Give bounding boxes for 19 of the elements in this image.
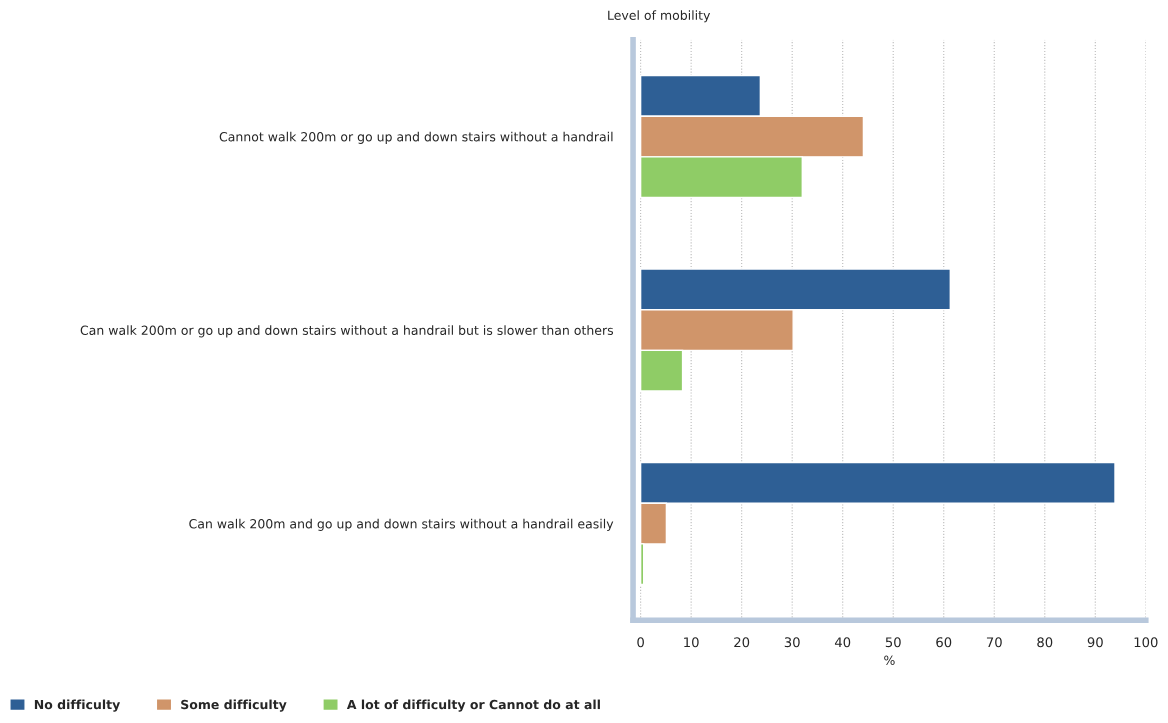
legend-label: Some difficulty xyxy=(181,699,287,712)
x-tick-label: 20 xyxy=(734,637,750,648)
x-tick-label: 80 xyxy=(1037,637,1053,648)
x-tick-label: 10 xyxy=(684,637,699,648)
y-tick-label: Can walk 200m or go up and down stairs without a handrail but is slower than others xyxy=(80,325,614,338)
x-axis-title: % xyxy=(884,655,895,665)
x-tick-label: 50 xyxy=(885,637,901,648)
x-tick-label: 90 xyxy=(1087,637,1103,648)
y-tick-label: Can walk 200m and go up and down stairs without a handrail easily xyxy=(189,518,614,531)
x-tick-label: 60 xyxy=(936,637,952,648)
x-tick-label: 0 xyxy=(637,637,644,648)
legend-label: No difficulty xyxy=(34,699,121,712)
y-axis-title: Level of mobility xyxy=(608,10,711,23)
x-tick-label: 30 xyxy=(784,637,800,648)
y-tick-label: Cannot walk 200m or go up and down stairs without a handrail xyxy=(219,131,613,144)
legend-label: A lot of difficulty or Cannot do at all xyxy=(346,699,600,712)
x-tick-label: 70 xyxy=(986,637,1002,648)
x-tick-label: 40 xyxy=(834,637,851,648)
x-tick-label: 100 xyxy=(1134,637,1158,648)
